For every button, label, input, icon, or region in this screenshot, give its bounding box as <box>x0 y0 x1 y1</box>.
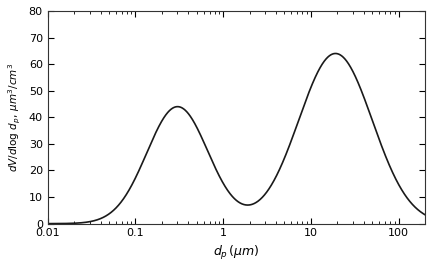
X-axis label: $d_p\,(\mu m)$: $d_p\,(\mu m)$ <box>213 244 260 262</box>
Y-axis label: $dV/d\log\,d_p,\,\mu m^3/cm^3$: $dV/d\log\,d_p,\,\mu m^3/cm^3$ <box>7 63 23 172</box>
